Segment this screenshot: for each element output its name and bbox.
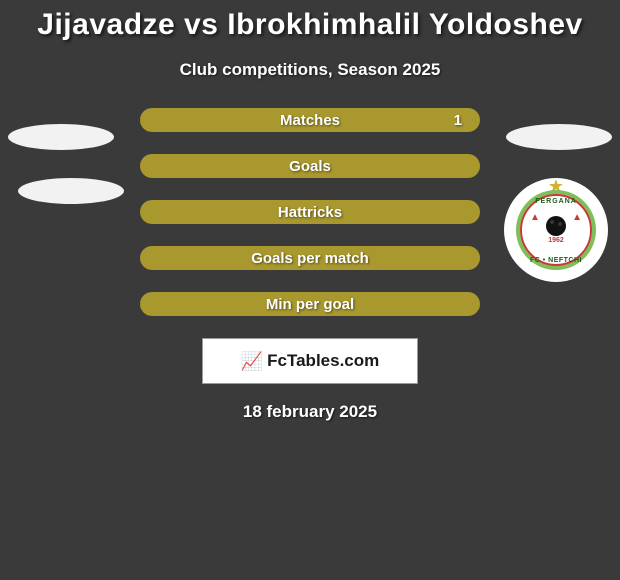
stat-row-matches: Matches 1 <box>140 108 480 132</box>
badge-center: 1962 <box>516 216 596 244</box>
right-player-pill <box>506 124 612 150</box>
club-badge: ★ FERGANA ▲ ▲ 1962 FC • NEFTCHI <box>504 178 608 282</box>
football-icon <box>546 216 566 236</box>
stat-row-min-per-goal: Min per goal <box>140 292 480 316</box>
stat-label: Goals <box>289 158 331 175</box>
stat-right-value: 1 <box>454 112 462 129</box>
source-logo-text: FcTables.com <box>267 351 379 371</box>
chart-icon: 📈 <box>241 351 263 372</box>
badge-year: 1962 <box>516 237 596 244</box>
stat-row-hattricks: Hattricks <box>140 200 480 224</box>
stat-label: Matches <box>280 112 340 129</box>
left-player-pill-1 <box>8 124 114 150</box>
badge-text-bottom: FC • NEFTCHI <box>516 257 596 264</box>
stat-label: Goals per match <box>251 250 369 267</box>
page-subtitle: Club competitions, Season 2025 <box>0 60 620 80</box>
date-label: 18 february 2025 <box>0 402 620 422</box>
page-title: Jijavadze vs Ibrokhimhalil Yoldoshev <box>0 0 620 42</box>
source-logo-card: 📈 FcTables.com <box>202 338 418 384</box>
stat-label: Min per goal <box>266 296 354 313</box>
club-badge-inner: ★ FERGANA ▲ ▲ 1962 FC • NEFTCHI <box>516 190 596 270</box>
left-player-pill-2 <box>18 178 124 204</box>
stat-row-goals: Goals <box>140 154 480 178</box>
stat-row-goals-per-match: Goals per match <box>140 246 480 270</box>
stat-label: Hattricks <box>278 204 342 221</box>
badge-text-top: FERGANA <box>516 198 596 205</box>
